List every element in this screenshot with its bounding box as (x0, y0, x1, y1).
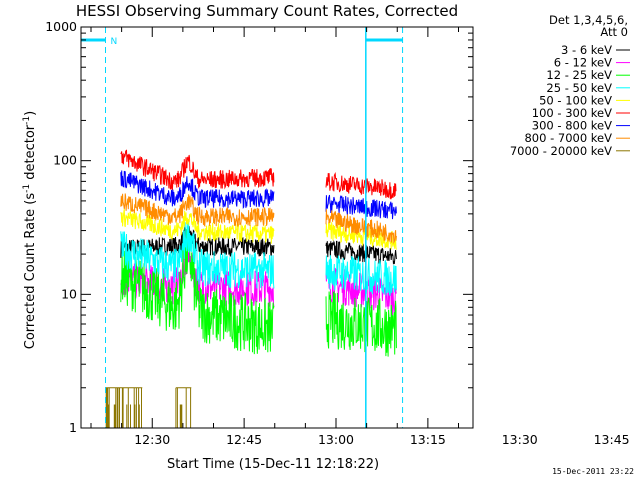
y-tick-label: 100 (53, 153, 77, 168)
legend-label: 800 - 7000 keV (524, 131, 612, 145)
series-line-6-seg0 (120, 170, 275, 209)
plot-area: N (81, 27, 404, 428)
x-tick-label: 12:30 (134, 432, 170, 447)
x-tick-label: 12:45 (226, 432, 262, 447)
timestamp: 15-Dec-2011 23:22 (552, 467, 634, 476)
x-tick-label: 13:00 (318, 432, 354, 447)
x-tick-label: 13:30 (502, 432, 538, 447)
series-spikes-0 (105, 387, 143, 428)
series-line-2-seg1 (325, 290, 397, 357)
chart-title: HESSI Observing Summary Count Rates, Cor… (76, 2, 458, 20)
series-line-7-seg0 (120, 193, 275, 228)
x-tick-label: 13:45 (594, 432, 630, 447)
y-axis-label: Corrected Count Rate (s-1 detector-1) (22, 111, 38, 349)
series-line-3-seg0 (120, 219, 275, 289)
legend-label: 50 - 100 keV (539, 93, 612, 107)
legend-header: Det 1,3,4,5,6, (549, 13, 628, 27)
x-tick-label: 13:15 (410, 432, 446, 447)
legend-header: Att 0 (600, 25, 628, 39)
legend-label: 12 - 25 keV (546, 68, 612, 82)
series-line-7-seg1 (325, 209, 397, 245)
x-axis-label: Start Time (15-Dec-11 12:18:22) (167, 457, 379, 472)
legend-label: 7000 - 20000 keV (510, 144, 612, 158)
series-line-3-seg1 (325, 255, 397, 296)
series-line-4-seg0 (120, 208, 275, 244)
legend-label: 3 - 6 keV (561, 43, 612, 57)
y-tick-label: 10 (61, 286, 77, 301)
series-line-1-seg1 (325, 267, 397, 316)
series-spikes-1 (175, 387, 192, 428)
series-line-6-seg1 (325, 194, 397, 220)
y-tick-label: 1000 (45, 19, 77, 34)
legend-label: 6 - 12 keV (554, 56, 612, 70)
series-line-5-seg1 (325, 171, 397, 201)
axes-frame (80, 26, 474, 429)
series-line-5-seg0 (120, 149, 275, 191)
night-label: N (111, 37, 118, 47)
legend-label: 100 - 300 keV (532, 106, 612, 120)
legend-label: 25 - 50 keV (546, 81, 612, 95)
y-tick-label: 1 (69, 420, 77, 435)
legend-label: 300 - 800 keV (532, 119, 612, 133)
axes: 1 10 100 1000 12:30 12:45 13:00 13:15 13:30 13:45 (45, 19, 629, 447)
